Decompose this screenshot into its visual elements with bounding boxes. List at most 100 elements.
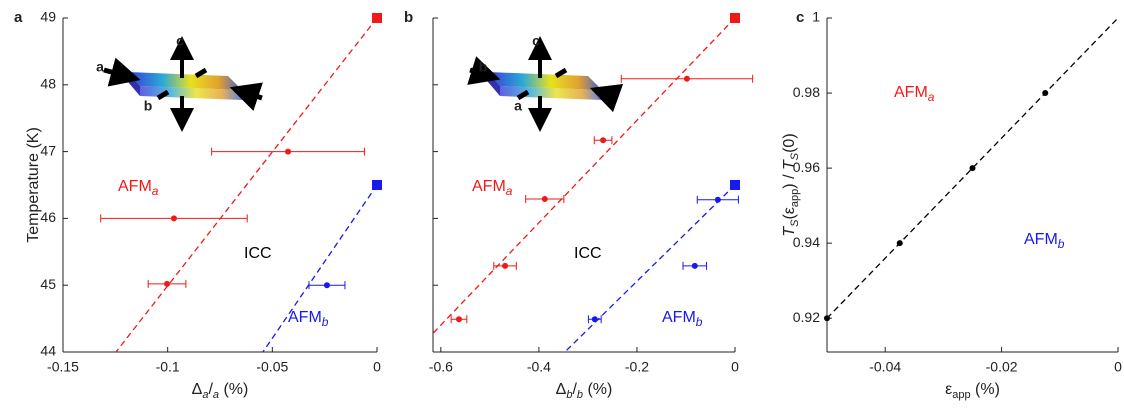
- panel-label: c: [796, 9, 804, 26]
- x-axis-label-part: a: [202, 389, 208, 401]
- fit-line: [432, 17, 736, 334]
- annotation-part: b: [322, 315, 329, 329]
- annotation-part: a: [152, 184, 159, 198]
- y-tick-label: 47: [40, 142, 56, 158]
- annotation: ICC: [574, 245, 602, 262]
- x-tick-label: 0: [373, 359, 381, 375]
- y-tick-label: 0.98: [793, 84, 820, 100]
- y-axis-label-part: (0): [781, 133, 798, 153]
- square-point: [730, 180, 740, 190]
- annotation-part: ICC: [574, 245, 602, 262]
- x-tick-label: -0.04: [869, 359, 901, 375]
- annotation: AFMb: [288, 309, 329, 329]
- y-axis-label-part: app: [789, 189, 801, 207]
- point: [502, 262, 509, 269]
- annotation-part: AFM: [1024, 231, 1058, 248]
- y-axis-label: TS(εapp) / TS(0): [781, 133, 801, 236]
- square-point: [372, 13, 382, 23]
- annotation-part: AFM: [288, 309, 322, 326]
- point: [969, 165, 976, 172]
- point: [1042, 90, 1049, 97]
- annotation: AFMa: [472, 178, 513, 198]
- y-tick-label: 44: [40, 343, 56, 359]
- x-tick-label: 0: [731, 359, 739, 375]
- point: [896, 240, 903, 247]
- y-tick-label: 0.92: [793, 309, 820, 325]
- x-tick-label: -0.02: [986, 359, 1018, 375]
- annotation-part: AFM: [894, 84, 928, 101]
- annotation-part: AFM: [662, 309, 696, 326]
- x-tick-label: -0.4: [527, 359, 551, 375]
- y-axis-label-part: ) /: [781, 170, 798, 189]
- y-tick-label: 0.96: [793, 159, 820, 175]
- inset-label: c: [532, 33, 540, 49]
- inset-a: [103, 36, 263, 132]
- panel-label: b: [404, 9, 413, 26]
- y-tick-label: 48: [40, 76, 56, 92]
- x-axis-label-part: Δ: [556, 381, 567, 398]
- inset-label: a: [514, 98, 522, 114]
- annotation: AFMb: [662, 309, 703, 329]
- x-axis-label: Δa/a (%): [192, 381, 249, 401]
- fit-line: [115, 17, 378, 353]
- x-tick-label: -0.6: [429, 359, 453, 375]
- x-tick-label: -0.05: [256, 359, 288, 375]
- annotation-part: AFM: [118, 178, 152, 195]
- x-axis-label: Δb/b (%): [556, 381, 613, 401]
- x-axis-label-part: /: [208, 381, 213, 398]
- annotation: AFMb: [1024, 231, 1065, 251]
- point: [691, 262, 698, 269]
- point: [591, 316, 598, 323]
- y-axis-label-part: T: [781, 159, 798, 170]
- y-tick-label: 49: [40, 9, 56, 25]
- x-axis-label-part: b: [566, 389, 572, 401]
- point: [323, 282, 330, 289]
- x-axis-label-part: (%): [219, 381, 248, 398]
- x-tick-label: -0.2: [625, 359, 649, 375]
- y-axis-label-part: T: [781, 226, 798, 237]
- x-axis-label-part: /: [572, 381, 577, 398]
- x-axis-label-part: ε: [945, 381, 952, 398]
- inset-b: [467, 36, 624, 132]
- point: [164, 280, 171, 287]
- annotation: AFMa: [118, 178, 159, 198]
- point: [600, 137, 607, 144]
- y-axis-label-part: Temperature (K): [25, 127, 42, 243]
- y-tick-label: 45: [40, 276, 56, 292]
- point: [824, 315, 830, 322]
- annotation: ICC: [244, 245, 272, 262]
- inset-label: c: [176, 33, 184, 49]
- annotation-part: b: [1058, 237, 1065, 251]
- annotation-part: ICC: [244, 245, 272, 262]
- x-tick-label: 0: [1114, 359, 1122, 375]
- y-axis-label: Temperature (K): [25, 127, 42, 243]
- annotation-part: b: [696, 315, 703, 329]
- annotation-part: AFM: [472, 178, 506, 195]
- x-tick-label: -0.15: [47, 359, 79, 375]
- x-axis-label-part: (%): [971, 381, 1000, 398]
- y-tick-label: 0.94: [793, 234, 820, 250]
- x-axis-label-part: b: [577, 389, 583, 401]
- y-axis-label-part: S: [789, 152, 801, 160]
- annotation-part: a: [928, 90, 935, 104]
- point: [541, 196, 548, 203]
- point: [714, 196, 721, 203]
- y-tick-label: 46: [40, 209, 56, 225]
- square-point: [372, 180, 382, 190]
- inset-label: b: [479, 59, 488, 75]
- x-axis-label: εapp (%): [945, 381, 1000, 401]
- fit-line: [564, 184, 736, 353]
- point: [455, 316, 462, 323]
- y-axis-label-part: (ε: [781, 207, 798, 219]
- y-tick-label: 1: [812, 9, 820, 25]
- x-axis-label-part: a: [213, 389, 219, 401]
- point: [683, 75, 690, 82]
- y-axis-label-part: S: [789, 219, 801, 227]
- point: [285, 148, 292, 155]
- annotation-part: a: [506, 184, 513, 198]
- x-axis-label-part: (%): [583, 381, 612, 398]
- annotation: AFMa: [894, 84, 935, 104]
- x-axis-label-part: app: [952, 389, 970, 401]
- inset-label: b: [144, 98, 153, 114]
